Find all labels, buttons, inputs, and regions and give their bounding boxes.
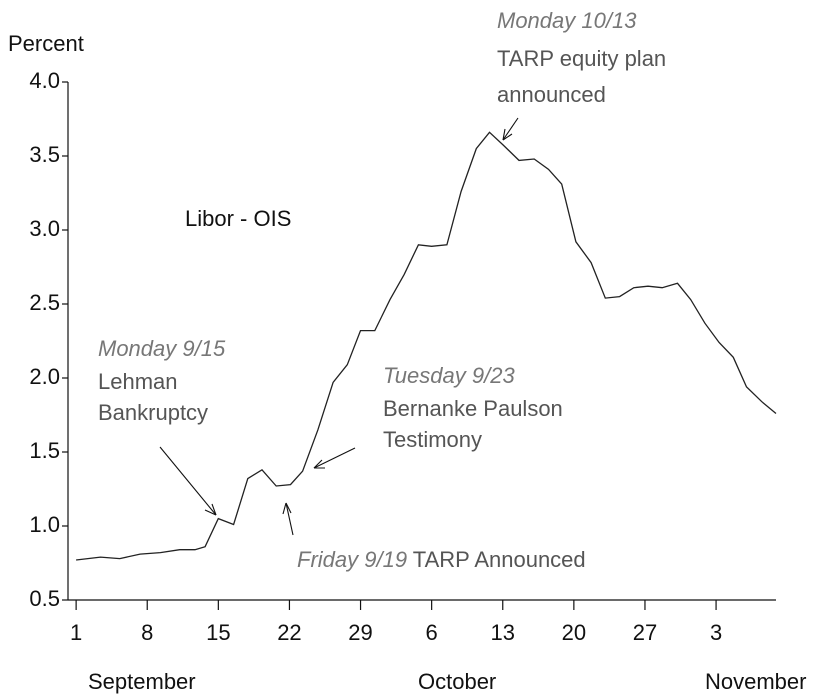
month-label: September [88, 669, 196, 694]
x-tick-label: 6 [426, 620, 438, 645]
y-tick-label: 2.0 [29, 364, 60, 389]
arrow [502, 117, 519, 141]
annotation-text: TARP Announced [413, 547, 586, 572]
month-label: October [418, 669, 496, 694]
annotation: Friday 9/19 TARP Announced [297, 547, 586, 572]
x-tick-label: 1 [70, 620, 82, 645]
arrow [159, 446, 217, 516]
annotation-text: Bernanke Paulson [383, 396, 563, 421]
series-label: Libor - OIS [185, 206, 291, 231]
x-tick-label: 20 [562, 620, 586, 645]
x-tick-label: 29 [348, 620, 372, 645]
y-tick-label: 3.0 [29, 216, 60, 241]
y-tick-label: 1.5 [29, 438, 60, 463]
annotation-text: Testimony [383, 427, 482, 452]
x-tick-label: 13 [491, 620, 515, 645]
annotation-text: Lehman [98, 369, 178, 394]
annotation-date: Tuesday 9/23 [383, 363, 515, 388]
y-tick-label: 1.0 [29, 512, 60, 537]
y-tick-label: 2.5 [29, 290, 60, 315]
series-line [76, 131, 777, 561]
x-tick-label: 8 [141, 620, 153, 645]
x-tick-label: 22 [277, 620, 301, 645]
annotation-text: announced [497, 82, 606, 107]
arrow-head [502, 128, 513, 141]
annotation-date: Friday 9/19 [297, 547, 407, 572]
arrow-head [204, 503, 217, 516]
arrow-head [313, 459, 325, 469]
x-tick-label: 27 [633, 620, 657, 645]
x-tick-label: 15 [206, 620, 230, 645]
annotation-date: Monday 9/15 [98, 336, 226, 361]
arrow [313, 447, 356, 469]
y-tick-label: 0.5 [29, 586, 60, 611]
y-tick-label: 4.0 [29, 68, 60, 93]
y-tick-label: 3.5 [29, 142, 60, 167]
x-tick-label: 3 [710, 620, 722, 645]
arrow [285, 502, 294, 536]
y-axis-label: Percent [8, 31, 84, 56]
annotation-date: Monday 10/13 [497, 8, 637, 33]
month-label: November [705, 669, 806, 694]
annotation-text: TARP equity plan [497, 46, 666, 71]
arrow-head [282, 502, 292, 515]
annotation-text: Bankruptcy [98, 400, 208, 425]
